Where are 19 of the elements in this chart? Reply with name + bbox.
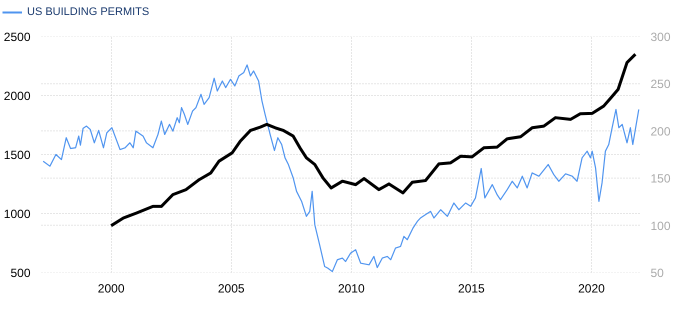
y2-tick-label: 150 [650,172,671,186]
y-tick-label: 2500 [4,30,31,44]
line-series [42,64,640,272]
legend-label: US BUILDING PERMITS [27,6,150,18]
x-tick-label: 2005 [218,282,245,296]
y2-tick-label: 200 [650,124,671,138]
y-tick-label: 1000 [4,207,31,221]
y-tick-label: 1500 [4,148,31,162]
x-tick-label: 2015 [458,282,486,296]
line-series [110,52,637,228]
y2-tick-label: 300 [650,30,671,44]
x-tick-label: 2000 [98,282,125,296]
x-tick-label: 2020 [578,282,606,296]
y2-tick-label: 50 [650,266,664,280]
y-tick-label: 500 [10,266,31,280]
y2-tick-label: 100 [650,218,671,233]
x-tick-label: 2010 [338,282,365,296]
y-tick-label: 2000 [4,89,31,103]
y2-tick-label: 250 [650,77,671,92]
